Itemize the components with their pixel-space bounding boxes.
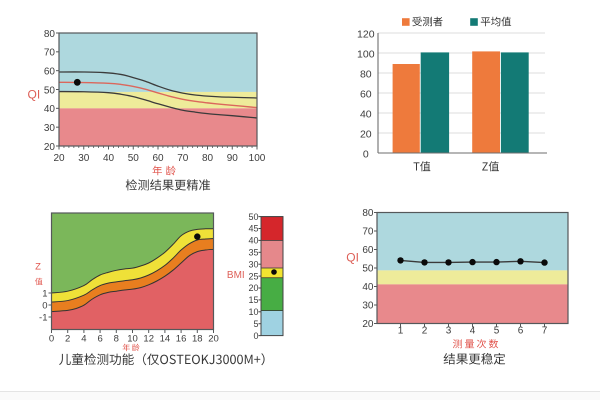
svg-text:50: 50: [128, 153, 140, 164]
svg-text:0: 0: [363, 149, 369, 161]
svg-text:30: 30: [78, 153, 90, 164]
svg-text:20: 20: [248, 283, 258, 293]
svg-text:1: 1: [42, 288, 47, 299]
svg-text:QI: QI: [28, 88, 41, 102]
svg-text:80: 80: [360, 69, 372, 81]
svg-text:80: 80: [202, 153, 214, 164]
svg-text:100: 100: [357, 49, 375, 61]
svg-text:50: 50: [44, 85, 56, 96]
svg-text:5: 5: [253, 319, 258, 329]
svg-text:16: 16: [176, 334, 187, 345]
svg-text:14: 14: [160, 334, 171, 345]
svg-text:20: 20: [362, 319, 374, 330]
svg-text:0: 0: [49, 334, 54, 345]
svg-text:80: 80: [362, 208, 374, 219]
svg-text:20: 20: [208, 334, 219, 345]
svg-text:25: 25: [248, 271, 258, 281]
svg-text:0: 0: [42, 300, 47, 311]
svg-text:QI: QI: [346, 250, 359, 264]
svg-text:40: 40: [248, 236, 258, 246]
svg-text:35: 35: [248, 248, 258, 258]
svg-text:40: 40: [44, 104, 56, 115]
svg-text:5: 5: [494, 326, 500, 337]
svg-text:18: 18: [192, 334, 203, 345]
svg-text:30: 30: [44, 123, 56, 134]
svg-text:4: 4: [81, 334, 86, 345]
svg-text:50: 50: [362, 264, 374, 275]
svg-text:40: 40: [362, 282, 374, 293]
svg-text:4: 4: [470, 326, 476, 337]
svg-text:40: 40: [360, 109, 372, 121]
svg-text:20: 20: [53, 153, 65, 164]
svg-text:70: 70: [44, 48, 56, 59]
svg-text:70: 70: [362, 227, 374, 238]
svg-text:60: 60: [44, 66, 56, 77]
svg-text:50: 50: [248, 212, 258, 222]
svg-text:30: 30: [248, 259, 258, 269]
svg-text:40: 40: [103, 153, 115, 164]
svg-text:10: 10: [127, 334, 138, 345]
svg-text:10: 10: [248, 307, 258, 317]
svg-text:30: 30: [362, 301, 374, 312]
svg-text:2: 2: [422, 326, 428, 337]
svg-text:BMI: BMI: [227, 270, 245, 281]
svg-text:6: 6: [97, 334, 102, 345]
svg-text:7: 7: [542, 326, 548, 337]
svg-text:70: 70: [177, 153, 189, 164]
svg-text:80: 80: [44, 29, 56, 40]
svg-text:90: 90: [227, 153, 239, 164]
svg-text:60: 60: [152, 153, 164, 164]
svg-text:60: 60: [360, 89, 372, 101]
svg-text:45: 45: [248, 224, 258, 234]
svg-text:100: 100: [249, 153, 266, 164]
svg-text:12: 12: [143, 334, 154, 345]
svg-text:0: 0: [253, 331, 258, 341]
svg-text:2: 2: [65, 334, 70, 345]
svg-text:Z: Z: [35, 262, 41, 273]
svg-text:6: 6: [518, 326, 524, 337]
svg-text:20: 20: [44, 142, 56, 153]
svg-text:20: 20: [360, 129, 372, 141]
svg-text:15: 15: [248, 295, 258, 305]
svg-text:3: 3: [446, 326, 452, 337]
svg-text:-1: -1: [39, 312, 47, 323]
svg-text:60: 60: [362, 245, 374, 256]
svg-text:1: 1: [398, 326, 404, 337]
svg-text:8: 8: [114, 334, 119, 345]
svg-text:120: 120: [357, 29, 375, 41]
